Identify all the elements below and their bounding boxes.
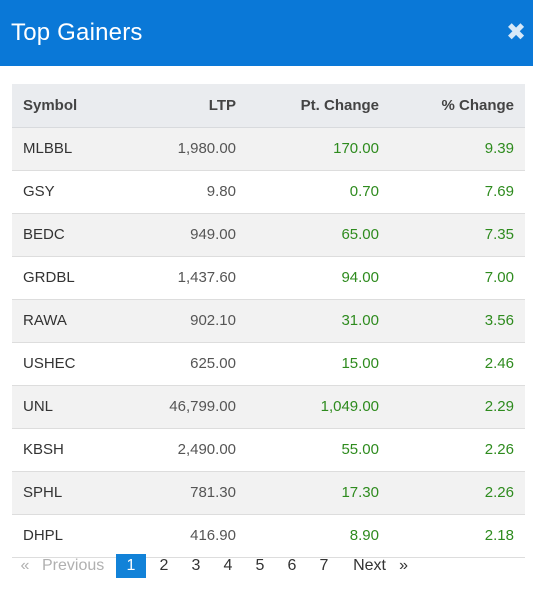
cell-pt-change: 1,049.00 [320,398,379,415]
cell-symbol: BEDC [23,226,65,243]
cell-pt-change: 8.90 [349,527,379,544]
cell-pct-change: 2.26 [484,441,514,458]
table-row[interactable]: UNL 46,799.00 1,049.00 2.29 [12,385,525,428]
modal-header: Top Gainers ✖ [0,0,533,66]
cell-pct-change: 7.00 [484,269,514,286]
table-row[interactable]: DHPL 416.90 8.90 2.18 [12,514,525,557]
table-row[interactable]: BEDC 949.00 65.00 7.35 [12,213,525,256]
table-row[interactable]: MLBBL 1,980.00 170.00 9.39 [12,127,525,170]
next-page-button[interactable]: Next [353,557,386,574]
cell-symbol: RAWA [23,312,67,329]
page-button-2[interactable]: 2 [159,557,169,574]
cell-symbol: KBSH [23,441,64,458]
cell-pct-change: 2.18 [484,527,514,544]
cell-pct-change: 3.56 [484,312,514,329]
modal-title: Top Gainers [11,19,143,46]
page-button-4[interactable]: 4 [223,557,233,574]
table-row[interactable]: GRDBL 1,437.60 94.00 7.00 [12,256,525,299]
cell-pct-change: 2.46 [484,355,514,372]
cell-pct-change: 7.35 [484,226,514,243]
cell-pt-change: 94.00 [341,269,379,286]
page-button-3[interactable]: 3 [191,557,201,574]
table-header-row: Symbol LTP Pt. Change % Change [12,84,525,128]
cell-pct-change: 9.39 [484,140,514,157]
page-button-7[interactable]: 7 [319,557,329,574]
pagination: « Previous 1 2 3 4 5 6 7 Next » [14,553,408,579]
cell-pt-change: 17.30 [341,484,379,501]
cell-pct-change: 2.29 [484,398,514,415]
cell-pt-change: 65.00 [341,226,379,243]
close-icon[interactable]: ✖ [505,19,527,46]
cell-pt-change: 31.00 [341,312,379,329]
table-row[interactable]: RAWA 902.10 31.00 3.56 [12,299,525,342]
table-row[interactable]: KBSH 2,490.00 55.00 2.26 [12,428,525,471]
cell-symbol: SPHL [23,484,63,501]
cell-pct-change: 7.69 [484,183,514,200]
double-chevron-left-icon[interactable]: « [20,557,30,574]
cell-ltp: 46,799.00 [169,398,236,415]
cell-symbol: GSY [23,183,55,200]
page-button-1[interactable]: 1 [116,554,146,578]
cell-symbol: USHEC [23,355,76,372]
header-pt-change[interactable]: Pt. Change [247,84,390,128]
cell-symbol: UNL [23,398,54,415]
cell-ltp: 1,437.60 [177,269,236,286]
cell-pt-change: 15.00 [341,355,379,372]
table-row[interactable]: SPHL 781.30 17.30 2.26 [12,471,525,514]
cell-ltp: 416.90 [190,527,236,544]
top-gainers-table: Symbol LTP Pt. Change % Change MLBBL 1,9… [12,84,525,558]
cell-ltp: 902.10 [190,312,236,329]
table-row[interactable]: GSY 9.80 0.70 7.69 [12,170,525,213]
cell-ltp: 1,980.00 [177,140,236,157]
header-symbol[interactable]: Symbol [12,84,122,128]
double-chevron-right-icon[interactable]: » [399,557,408,574]
header-pct-change[interactable]: % Change [390,84,525,128]
cell-pct-change: 2.26 [484,484,514,501]
header-ltp[interactable]: LTP [122,84,247,128]
cell-pt-change: 170.00 [333,140,379,157]
cell-ltp: 625.00 [190,355,236,372]
cell-symbol: GRDBL [23,269,75,286]
page-button-6[interactable]: 6 [287,557,297,574]
cell-pt-change: 55.00 [341,441,379,458]
previous-page-button[interactable]: Previous [42,557,105,574]
table-row[interactable]: USHEC 625.00 15.00 2.46 [12,342,525,385]
page-button-5[interactable]: 5 [255,557,265,574]
cell-pt-change: 0.70 [349,183,379,200]
cell-ltp: 9.80 [206,183,236,200]
cell-ltp: 781.30 [190,484,236,501]
cell-ltp: 2,490.00 [177,441,236,458]
cell-symbol: MLBBL [23,140,73,157]
cell-ltp: 949.00 [190,226,236,243]
cell-symbol: DHPL [23,527,64,544]
